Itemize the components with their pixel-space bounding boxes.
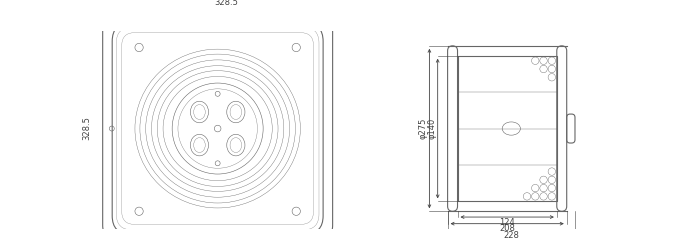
Text: 228: 228	[503, 231, 519, 240]
Text: 208: 208	[499, 224, 515, 234]
Text: 328.5: 328.5	[82, 117, 91, 140]
Text: 124: 124	[499, 218, 515, 227]
Bar	[458, 56, 556, 201]
Text: 328.5: 328.5	[214, 0, 238, 7]
Text: φ140: φ140	[427, 118, 436, 139]
Text: φ275: φ275	[419, 118, 428, 139]
